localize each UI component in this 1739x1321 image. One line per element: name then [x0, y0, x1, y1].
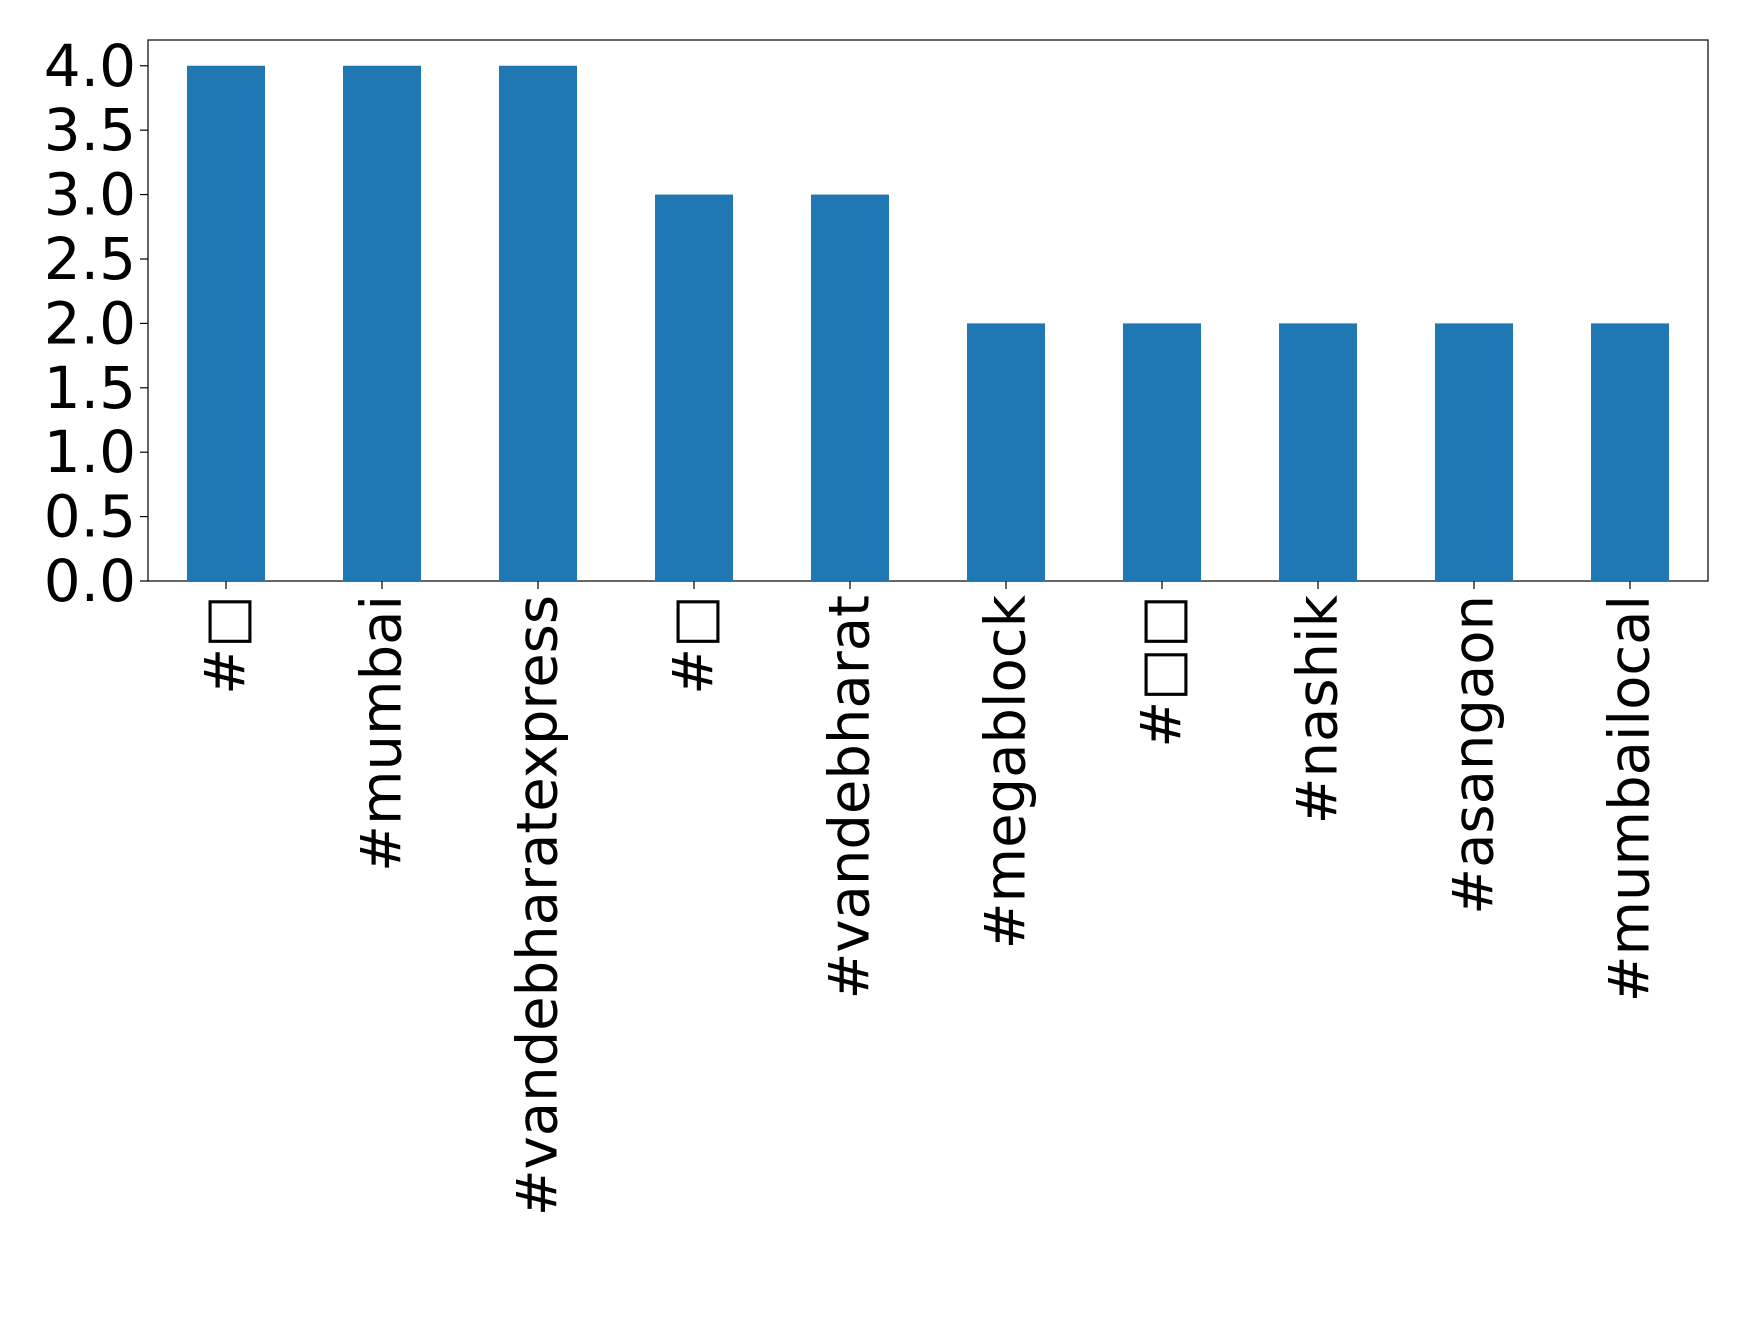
bar [187, 65, 265, 581]
bar [343, 65, 421, 581]
x-tick-label: #megablock [974, 594, 1039, 949]
y-tick-label: 3.0 [44, 161, 136, 229]
bar [967, 323, 1045, 581]
axes-frame [147, 39, 1709, 582]
y-tick-label: 0.0 [44, 547, 136, 615]
x-tick-label: #□ [662, 595, 727, 695]
x-tick-label: #vandebharatexpress [506, 595, 571, 1216]
bar [1591, 323, 1669, 581]
bar [655, 194, 733, 582]
bar [1435, 323, 1513, 581]
x-tick-label: #□□ [1130, 595, 1195, 748]
y-tick-label: 4.0 [44, 32, 136, 100]
y-tick-label: 3.5 [44, 96, 136, 164]
x-tick-label: #mumbailocal [1598, 595, 1663, 1002]
y-tick-label: 2.0 [44, 289, 136, 357]
y-tick-label: 1.0 [44, 418, 136, 486]
bar [499, 65, 577, 581]
bar [1279, 323, 1357, 581]
x-tick-label: #□ [194, 595, 259, 695]
y-tick-label: 0.5 [44, 483, 136, 551]
x-tick-label: #asangaon [1442, 595, 1507, 915]
x-tick-label: #mumbai [350, 595, 415, 872]
bar [811, 194, 889, 582]
x-tick-label: #vandebharat [818, 595, 883, 1000]
y-tick-label: 1.5 [44, 354, 136, 422]
x-tick-label: #nashik [1286, 594, 1351, 824]
bar [1123, 323, 1201, 581]
y-tick-label: 2.5 [44, 225, 136, 293]
